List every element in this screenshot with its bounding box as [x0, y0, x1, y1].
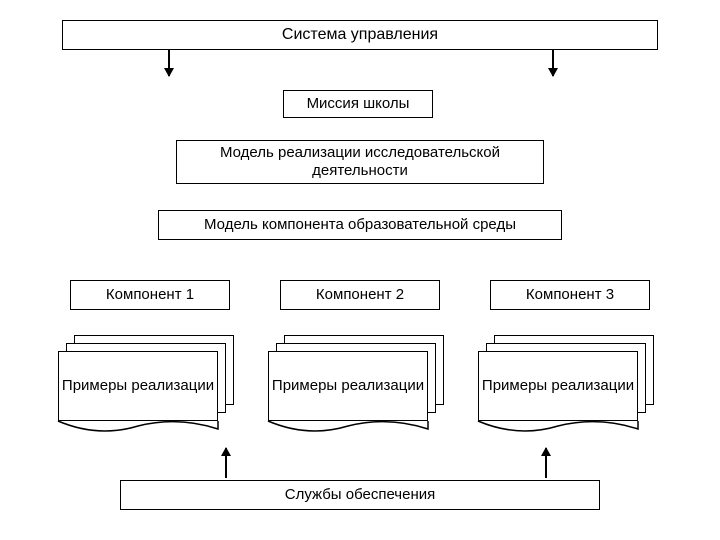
label-services: Службы обеспечения [285, 486, 436, 504]
box-comp1: Компонент 1 [70, 280, 230, 310]
label-system: Система управления [282, 25, 438, 44]
stack-ex2: Примеры реализации [268, 335, 456, 437]
arrow-up-left [225, 448, 227, 478]
label-model-component: Модель компонента образовательной среды [204, 216, 516, 234]
box-comp3: Компонент 3 [490, 280, 650, 310]
box-services: Службы обеспечения [120, 480, 600, 510]
label-ex2: Примеры реализации [272, 377, 424, 395]
label-mission: Миссия школы [307, 95, 410, 113]
label-ex1: Примеры реализации [62, 377, 214, 395]
label-comp2: Компонент 2 [316, 286, 404, 304]
curl-icon [478, 420, 638, 438]
arrow-down-left [168, 50, 170, 76]
arrow-up-right [545, 448, 547, 478]
box-comp2: Компонент 2 [280, 280, 440, 310]
curl-icon [58, 420, 218, 438]
box-model-research: Модель реализации исследовательской деят… [176, 140, 544, 184]
label-comp3: Компонент 3 [526, 286, 614, 304]
label-comp1: Компонент 1 [106, 286, 194, 304]
label-ex3: Примеры реализации [482, 377, 634, 395]
box-mission: Миссия школы [283, 90, 433, 118]
sheet-front: Примеры реализации [268, 351, 428, 421]
sheet-front: Примеры реализации [478, 351, 638, 421]
label-model-research: Модель реализации исследовательской деят… [177, 144, 543, 180]
arrow-down-right [552, 50, 554, 76]
box-model-component: Модель компонента образовательной среды [158, 210, 562, 240]
sheet-front: Примеры реализации [58, 351, 218, 421]
stack-ex3: Примеры реализации [478, 335, 666, 437]
box-system: Система управления [62, 20, 658, 50]
curl-icon [268, 420, 428, 438]
stack-ex1: Примеры реализации [58, 335, 246, 437]
